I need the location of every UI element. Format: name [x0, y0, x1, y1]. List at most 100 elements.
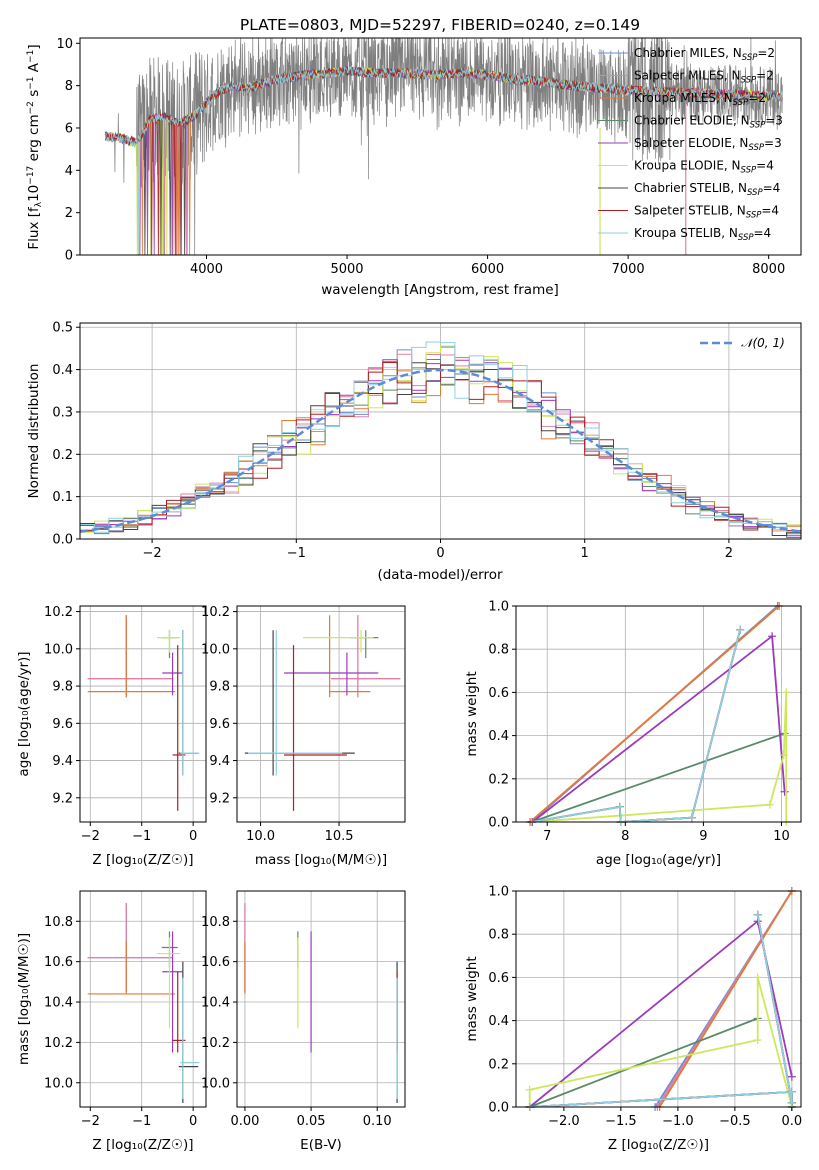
x-tick-label: 0 — [189, 1114, 197, 1129]
y-tick-label: 9.2 — [52, 791, 73, 806]
legend-label-sub: SSP — [733, 98, 749, 108]
legend-label-sub: SSP — [738, 233, 754, 243]
y-tick-label: 0.0 — [52, 533, 73, 548]
residual-histogram-step — [80, 341, 801, 533]
residual-xlabel: (data-model)/error — [377, 567, 503, 583]
y-tick-label: 0.2 — [52, 448, 73, 463]
x-tick-label: 6000 — [471, 262, 504, 277]
panel-xlabel: mass [log₁₀(M/M☉)] — [255, 852, 387, 868]
legend-label-main: Kroupa STELIB, N — [634, 226, 738, 240]
spectrum-xlabel: wavelength [Angstrom, rest frame] — [321, 282, 559, 298]
x-tick-label: −1.5 — [605, 1114, 637, 1129]
y-tick-label: 10.8 — [201, 915, 230, 930]
legend-label: Salpeter STELIB, NSSP=4 — [634, 204, 779, 221]
x-tick-label: −0.5 — [719, 1114, 751, 1129]
legend-label: Kroupa ELODIE, NSSP=4 — [634, 159, 774, 176]
legend-label-tail: =3 — [765, 114, 783, 128]
panel-axes-frame — [79, 605, 207, 823]
x-tick-label: −1 — [287, 546, 306, 561]
y-tick-label: 0.2 — [488, 772, 509, 787]
x-tick-label: 8000 — [752, 262, 785, 277]
y-tick-label: 0.8 — [488, 928, 509, 943]
y-tick-label: 6 — [65, 121, 73, 136]
weight-line — [529, 914, 793, 1108]
y-tick-label: 0.5 — [52, 321, 73, 336]
x-tick-label: 0.05 — [297, 1114, 326, 1129]
panel-axes-frame — [515, 890, 802, 1108]
x-tick-label: 7 — [543, 829, 551, 844]
panel-xlabel: E(B-V) — [300, 1137, 342, 1153]
y-tick-label: 10.2 — [201, 1036, 230, 1051]
legend-label-sub: SSP — [746, 211, 762, 221]
legend-label-tail: =4 — [756, 159, 774, 173]
legend-label-main: Chabrier MILES, N — [634, 46, 742, 60]
y-tick-label: 0.6 — [488, 686, 509, 701]
weight-line — [531, 634, 786, 823]
y-tick-label: 10.0 — [201, 642, 230, 657]
parameter-panels: −2 −1 0 9.2 9.4 9.6 9.8 10.0 10.2 Z [log₁₀(Z/Z☉)]… — [16, 600, 802, 1154]
legend-label-main: Salpeter ELODIE, N — [634, 136, 748, 150]
y-tick-label: 0.1 — [52, 490, 73, 505]
legend-label: Chabrier STELIB, NSSP=4 — [634, 181, 780, 198]
x-tick-label: 1 — [581, 546, 589, 561]
legend-label-main: Chabrier STELIB, N — [634, 181, 747, 195]
y-tick-label: 0.4 — [52, 363, 73, 378]
y-tick-label: 10.6 — [201, 955, 230, 970]
x-tick-label: −2 — [81, 1114, 100, 1129]
legend-label-main: Chabrier ELODIE, N — [634, 114, 750, 128]
legend-label-sub: SSP — [750, 121, 766, 131]
x-tick-label: 7000 — [612, 262, 645, 277]
weight-panel-weight-vs-Z: −2.0 −1.5 −1.0 −0.5 0.0 0.0 0.2 0.4 0.6 0.8 1.0 Z [… — [464, 885, 802, 1154]
y-tick-label: 0.4 — [488, 729, 509, 744]
weight-line — [529, 919, 793, 1108]
legend-label-sub: SSP — [748, 143, 764, 153]
y-tick-label: 10.0 — [44, 1076, 73, 1091]
y-tick-label: 10.0 — [44, 642, 73, 657]
legend-label-main: Kroupa ELODIE, N — [634, 159, 741, 173]
legend-label: Kroupa MILES, NSSP=2 — [634, 91, 766, 108]
legend-label: Kroupa STELIB, NSSP=4 — [634, 226, 771, 243]
y-tick-label: 9.8 — [52, 680, 73, 695]
x-tick-label: −1 — [132, 829, 151, 844]
legend-label-main: Salpeter STELIB, N — [634, 204, 746, 218]
x-tick-label: 4000 — [190, 262, 223, 277]
residual-histogram-step — [80, 362, 801, 533]
legend-label: Chabrier ELODIE, NSSP=3 — [634, 114, 783, 131]
weight-lines — [525, 887, 796, 1111]
y-tick-label: 0 — [65, 249, 73, 264]
y-tick-label: 0.6 — [488, 971, 509, 986]
y-tick-label: 9.6 — [209, 717, 230, 732]
panel-xlabel: Z [log₁₀(Z/Z☉)] — [608, 1137, 709, 1153]
legend-label-tail: =4 — [761, 204, 779, 218]
y-tick-label: 10.2 — [44, 1036, 73, 1051]
y-tick-label: 10.4 — [44, 996, 73, 1011]
legend-label-tail: =2 — [748, 91, 766, 105]
legend-label-sub: SSP — [747, 188, 763, 198]
y-tick-label: 10.2 — [44, 605, 73, 620]
y-tick-label: 4 — [65, 164, 73, 179]
x-tick-label: 10.5 — [325, 829, 354, 844]
y-tick-label: 9.8 — [209, 680, 230, 695]
y-tick-label: 9.2 — [209, 791, 230, 806]
legend-label-main: Kroupa MILES, N — [634, 91, 733, 105]
weight-line — [529, 1017, 759, 1108]
weight-line — [531, 692, 788, 823]
legend-label-sub: SSP — [741, 166, 757, 176]
parameter-panel-mass-vs-Z: −2 −1 0 10.0 10.2 10.4 10.6 10.8 Z [log₁₀(Z/Z☉)]… — [16, 890, 207, 1153]
panel-xlabel: Z [log₁₀(Z/Z☉)] — [92, 852, 193, 868]
y-tick-label: 10.4 — [201, 996, 230, 1011]
residual-panel: −2 −1 0 1 2 0.0 0.1 0.2 0.3 0.4 0.5 𝒩(0, 1) (data-… — [26, 321, 802, 583]
model-spectrum-line — [104, 66, 783, 256]
legend-label: Salpeter MILES, NSSP=2 — [634, 69, 774, 86]
x-tick-label: −2 — [143, 546, 162, 561]
weight-line — [658, 890, 793, 1108]
spectrum-axes-frame — [79, 37, 802, 256]
legend-label-tail: =2 — [757, 46, 775, 60]
legend-label-sub: SSP — [741, 76, 757, 86]
normal-distribution-curve — [79, 368, 802, 533]
x-tick-label: 0.0 — [782, 1114, 803, 1129]
legend-label-tail: =4 — [754, 226, 772, 240]
x-tick-label: 2 — [725, 546, 733, 561]
y-tick-label: 10.8 — [44, 915, 73, 930]
